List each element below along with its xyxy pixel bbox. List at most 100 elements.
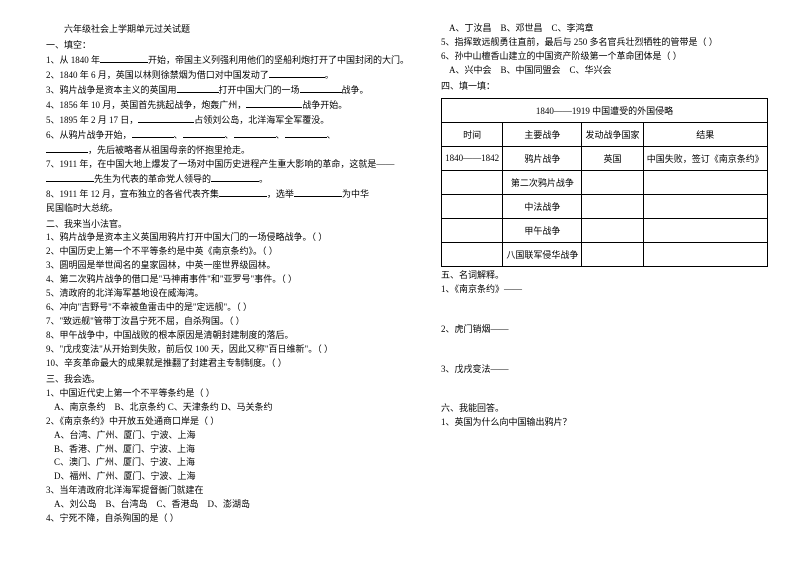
q5-text-a: 5、1895 年 2 月 17 日， [46,115,138,125]
judge-5: 5、清政府的北洋海军基地设在威海湾。 [46,287,409,301]
q7-blank1[interactable] [46,172,94,182]
section-4-heading: 四、填一填： [441,80,768,94]
fill-q8: 8、1911 年 12 月，宣布独立的各省代表齐集 ，选举 为中华 [46,187,409,202]
q8-blank2[interactable] [294,187,342,197]
th-country: 发动战争国家 [582,122,643,146]
q4-blank[interactable] [246,98,302,108]
cell: 中法战争 [503,194,582,218]
th-war: 主要战争 [503,122,582,146]
cell: 1840——1842 [442,146,503,170]
cell: 八国联军侵华战争 [503,242,582,266]
judge-7: 7、"致远舰"管带丁汝昌宁死不屈，自杀殉国。（ ） [46,315,409,329]
q8-text-c: 为中华 [342,189,369,199]
choice-q4-opts: A、丁汝昌 B、邓世昌 C、李鸿章 [441,22,768,36]
q6-text-f: ，先后被略者从祖国母亲的怀抱里抢走。 [88,145,250,155]
cell[interactable] [442,242,503,266]
q8-text-b: ，选举 [267,189,294,199]
q6-text-c: 、 [225,130,234,140]
cell[interactable] [442,170,503,194]
choice-q1: 1、中国近代史上第一个不平等条约是（ ） [46,387,409,401]
q3-blank2[interactable] [300,83,342,93]
term-2: 2、虎门销烟—— [441,323,768,337]
section-3-heading: 三、我会选。 [46,373,409,387]
choice-q6-opts: A、兴中会 B、中国同盟会 C、华兴会 [441,64,768,78]
q6-text-a: 6、从鸦片战争开始， [46,130,132,140]
q4-text-b: 战争开始。 [302,100,347,110]
cell[interactable] [643,194,767,218]
cell[interactable] [582,170,643,194]
cell[interactable] [643,218,767,242]
q3-text-b: 打开中国大门的一场 [219,85,300,95]
cell[interactable] [643,170,767,194]
judge-8: 8、甲午战争中，中国战败的根本原因是清朝封建制度的落后。 [46,329,409,343]
fill-q6b: ，先后被略者从祖国母亲的怀抱里抢走。 [46,143,409,158]
q2-text-b: 。 [325,70,334,80]
term-3: 3、戊戌变法—— [441,363,768,377]
judge-6: 6、冲向"吉野号"不幸被鱼雷击中的是"定远舰"。（ ） [46,301,409,315]
table-row: 八国联军侵华战争 [442,242,768,266]
judge-1: 1、鸦片战争是资本主义英国用鸦片打开中国大门的一场侵略战争。（ ） [46,231,409,245]
q7-text-a: 7、1911 年，在中国大地上爆发了一场对中国历史进程产生重大影响的革命，这就是… [46,159,394,169]
cell[interactable] [582,242,643,266]
section-2-heading: 二、我来当小法官。 [46,218,409,232]
th-time: 时间 [442,122,503,146]
invasion-table: 1840——1919 中国遭受的外国侵略 时间 主要战争 发动战争国家 结果 1… [441,98,768,267]
q7-blank2[interactable] [211,172,259,182]
q7-text-c: 。 [259,174,268,184]
choice-q2-a: A、台湾、广州、厦门、宁波、上海 [46,429,409,443]
q5-blank[interactable] [138,113,194,123]
q2-blank[interactable] [269,68,325,78]
choice-q1-opts: A、南京条约 B、北京条约 C、天津条约 D、马关条约 [46,401,409,415]
choice-q3: 3、当年清政府北洋海军提督衙门就建在 [46,484,409,498]
q5-text-b: 占领刘公岛，北洋海军全军覆没。 [194,115,329,125]
fill-q3: 3、鸦片战争是资本主义的英国用打开中国大门的一场战争。 [46,83,409,98]
fill-q4: 4、1856 年 10 月，英国首先挑起战争，炮轰广州，战争开始。 [46,98,409,113]
fill-q7b: 先生为代表的革命党人领导的。 [46,172,409,187]
q6-blank5[interactable] [46,143,88,153]
q6-blank3[interactable] [234,128,276,138]
th-result: 结果 [643,122,767,146]
fill-q2: 2、1840 年 6 月，英国以林则徐禁烟为借口对中国发动了 。 [46,68,409,83]
q1-text-b: 开始，帝国主义列强利用他们的坚船利炮打开了中国封闭的大门。 [148,55,409,65]
q6-blank4[interactable] [285,128,327,138]
qa-1: 1、英国为什么向中国输出鸦片？ [441,416,768,430]
cell[interactable] [442,218,503,242]
cell: 鸦片战争 [503,146,582,170]
q6-blank2[interactable] [183,128,225,138]
table-row: 中法战争 [442,194,768,218]
judge-10: 10、辛亥革命最大的成果就是推翻了封建君主专制制度。（ ） [46,357,409,371]
q1-blank[interactable] [100,53,148,63]
choice-q6: 6、孙中山檀香山建立的中国资产阶级第一个革命团体是（ ） [441,50,768,64]
q8-text-a: 8、1911 年 12 月，宣布独立的各省代表齐集 [46,189,219,199]
choice-q3-opts: A、刘公岛 B、台湾岛 C、香港岛 D、澎湖岛 [46,498,409,512]
exam-title: 六年级社会上学期单元过关试题 [46,22,409,37]
table-title: 1840——1919 中国遭受的外国侵略 [442,98,768,122]
judge-4: 4、第二次鸦片战争的借口是"马神甫事件"和"亚罗号"事件。（ ） [46,273,409,287]
q6-blank1[interactable] [132,128,174,138]
choice-q2-d: D、福州、广州、厦门、宁波、上海 [46,470,409,484]
judge-3: 3、圆明园是举世闻名的皇家园林，中英一座世界级园林。 [46,259,409,273]
choice-q2-b: B、香港、广州、厦门、宁波、上海 [46,443,409,457]
cell[interactable] [643,242,767,266]
section-1-heading: 一、填空： [46,39,409,53]
choice-q4: 4、宁死不降，自杀殉国的是（ ） [46,512,409,526]
q2-text-a: 2、1840 年 6 月，英国以林则徐禁烟为借口对中国发动了 [46,70,269,80]
cell: 甲午战争 [503,218,582,242]
cell[interactable] [442,194,503,218]
left-column: 六年级社会上学期单元过关试题 一、填空： 1、从 1840 年开始，帝国主义列强… [46,22,409,526]
fill-q8b: 民国临时大总统。 [46,202,409,216]
cell[interactable] [582,194,643,218]
table-row: 第二次鸦片战争 [442,170,768,194]
q3-blank1[interactable] [177,83,219,93]
q8-blank1[interactable] [219,187,267,197]
q6-text-d: 、 [276,130,285,140]
section-5-heading: 五、名词解释。 [441,269,768,283]
cell: 英国 [582,146,643,170]
choice-q2-c: C、澳门、广州、厦门、宁波、上海 [46,456,409,470]
q6-text-b: 、 [174,130,183,140]
cell[interactable] [582,218,643,242]
q6-text-e: 、 [327,130,336,140]
fill-q5: 5、1895 年 2 月 17 日， 占领刘公岛，北洋海军全军覆没。 [46,113,409,128]
cell: 中国失败，签订《南京条约》 [643,146,767,170]
fill-q7: 7、1911 年，在中国大地上爆发了一场对中国历史进程产生重大影响的革命，这就是… [46,158,409,172]
